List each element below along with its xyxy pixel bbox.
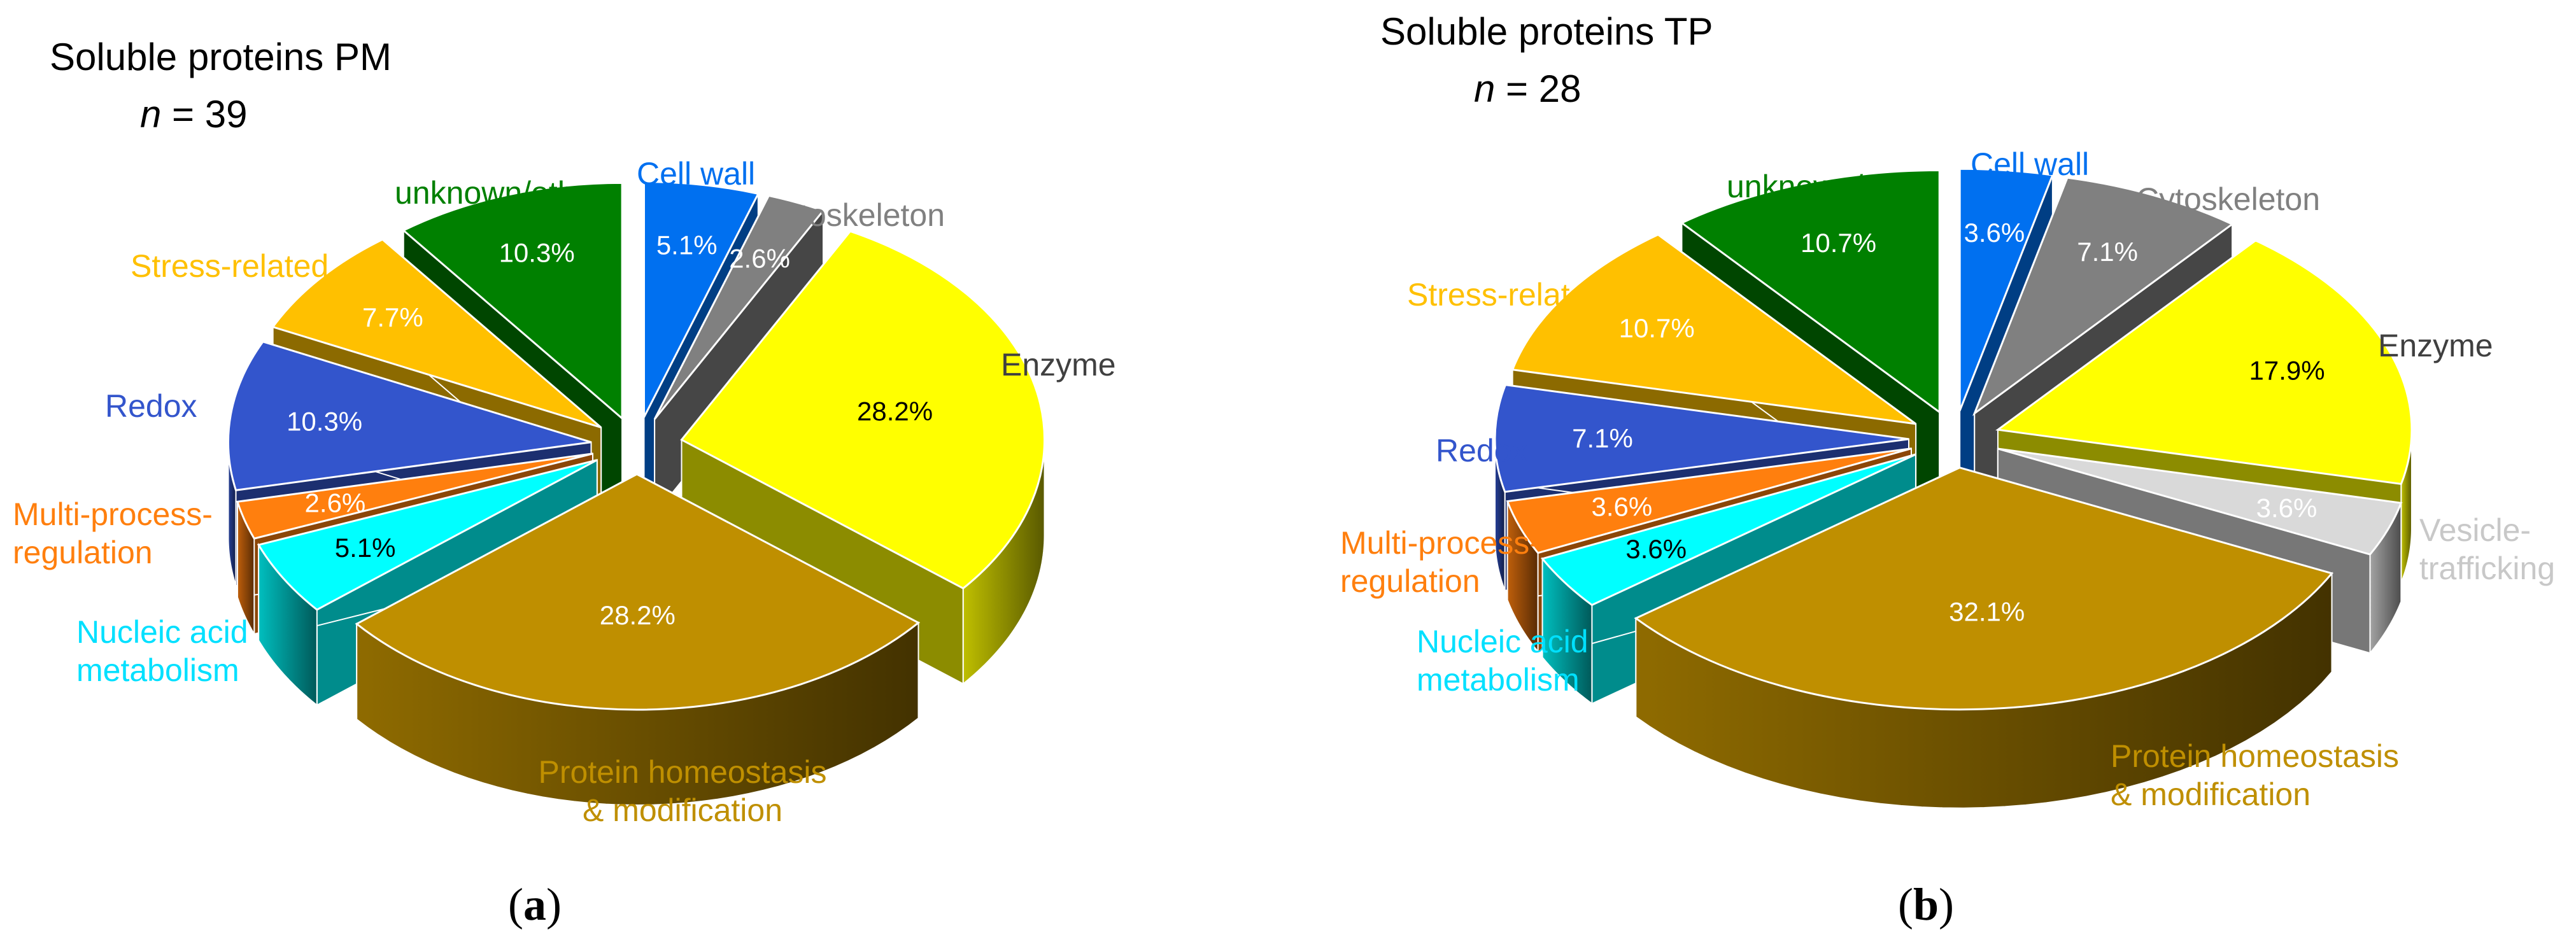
category-label-protein-homeostasis-modification: Protein homeostasis & modification (2111, 738, 2399, 812)
value-label-protein-homeostasis-modification: 32.1% (1949, 596, 2025, 626)
pie-b-category-labels: Cell wall Cytoskeleton Enzyme Vesicle-traff… (1340, 146, 2555, 812)
pie-a-slices (227, 181, 1045, 711)
value-label-enzyme: 28.2% (857, 396, 933, 426)
value-label-redox: 10.3% (287, 407, 362, 437)
slice-multi-process-regulation (236, 453, 593, 540)
slice-cytoskeleton (1972, 176, 2235, 416)
category-label-nucleic-acid-metabolism: Nucleic acid metabolism (1417, 624, 1589, 698)
slice-nucleic-acid-metabolism (257, 459, 598, 611)
chart-title-b: Soluble proteins TP (1380, 10, 1713, 53)
category-label-stress-related: Stress-related (1407, 277, 1605, 313)
slice-vesicle-trafficking (1997, 447, 2403, 556)
sample-size-b: n = 28 (1474, 67, 1582, 110)
slice-cell-wall (642, 181, 760, 418)
slice-multi-process-regulation (1506, 447, 1912, 554)
slice-cell-wall (1958, 167, 2054, 411)
value-label-cell-wall: 5.1% (656, 230, 718, 260)
value-label-stress-related: 7.7% (362, 302, 423, 332)
pie-chart-b: 3.6% 7.1% 17.9% 3.6% 32.1% 3.6% 3.6% 7.1% 10.7% 1… (1340, 10, 2555, 930)
category-label-unknown-other: unknown/other (1727, 169, 1936, 204)
slice-unknown-other (402, 181, 623, 421)
slice-enzyme (1995, 239, 2413, 486)
pie-b-slices (1494, 167, 2413, 711)
value-label-cell-wall: 3.6% (1964, 218, 2025, 248)
value-label-nucleic-acid-metabolism: 5.1% (335, 533, 396, 563)
category-label-multi-process-regulation: Multi-process-regulation (13, 496, 213, 570)
value-label-unknown-other: 10.7% (1801, 228, 1876, 258)
value-label-stress-related: 10.7% (1619, 313, 1695, 343)
sample-size-a: n = 39 (140, 93, 248, 136)
category-label-cell-wall: Cell wall (1971, 146, 2089, 182)
category-label-redox: Redox (1436, 433, 1528, 468)
value-label-cytoskeleton: 7.1% (2077, 237, 2138, 267)
category-label-enzyme: Enzyme (2378, 328, 2493, 363)
category-label-cytoskeleton: Cytoskeleton (2136, 181, 2320, 217)
value-label-enzyme: 17.9% (2249, 355, 2325, 385)
slice-redox (227, 341, 591, 491)
slice-cytoskeleton (653, 194, 825, 420)
value-label-cytoskeleton: 2.6% (729, 244, 790, 274)
category-label-cytoskeleton: Cytoskeleton (761, 197, 945, 233)
chart-title-a: Soluble proteins PM (50, 36, 392, 78)
slice-protein-homeostasis-modification (1634, 467, 2334, 711)
value-label-redox: 7.1% (1572, 423, 1633, 453)
category-label-enzyme: Enzyme (1001, 347, 1116, 383)
category-label-vesicle-trafficking: Vesicle-trafficking (2419, 512, 2555, 586)
value-label-protein-homeostasis-modification: 28.2% (600, 600, 676, 630)
value-label-multi-process-regulation: 2.6% (305, 488, 366, 517)
category-label-redox: Redox (105, 388, 197, 424)
category-label-unknown-other: unknown/other (395, 175, 604, 211)
category-label-nucleic-acid-metabolism: Nucleic acid metabolism (76, 614, 248, 688)
slice-protein-homeostasis-modification (355, 473, 921, 711)
slice-stress-related (1511, 233, 1916, 425)
pie-chart-a: 5.1% 2.6% 28.2% 28.2% 5.1% 2.6% 10.3% 7.7% 10.3%… (13, 36, 1116, 930)
slice-redox (1494, 383, 1909, 493)
pie-a-value-labels: 5.1% 2.6% 28.2% 28.2% 5.1% 2.6% 10.3% 7.7% 10.3% (287, 230, 933, 630)
value-label-nucleic-acid-metabolism: 3.6% (1625, 534, 1687, 564)
value-label-unknown-other: 10.3% (499, 238, 575, 268)
panel-label-a: (a) (508, 879, 562, 930)
value-label-multi-process-regulation: 3.6% (1592, 492, 1653, 522)
value-label-vesicle-trafficking: 3.6% (2256, 493, 2318, 523)
category-label-cell-wall: Cell wall (637, 156, 755, 192)
category-label-multi-process-regulation: Multi-process-regulation (1340, 525, 1540, 599)
pie-b-value-labels: 3.6% 7.1% 17.9% 3.6% 32.1% 3.6% 3.6% 7.1% 10.7% 1… (1572, 218, 2325, 626)
slice-enzyme (680, 230, 1045, 590)
panel-label-b: (b) (1898, 879, 1954, 930)
slice-nucleic-acid-metabolism (1540, 453, 1916, 607)
category-label-protein-homeostasis-modification: Protein homeostasis & modification (538, 754, 826, 828)
slice-unknown-other (1680, 169, 1941, 414)
slice-stress-related (271, 238, 602, 429)
category-label-stress-related: Stress-related (131, 248, 329, 284)
